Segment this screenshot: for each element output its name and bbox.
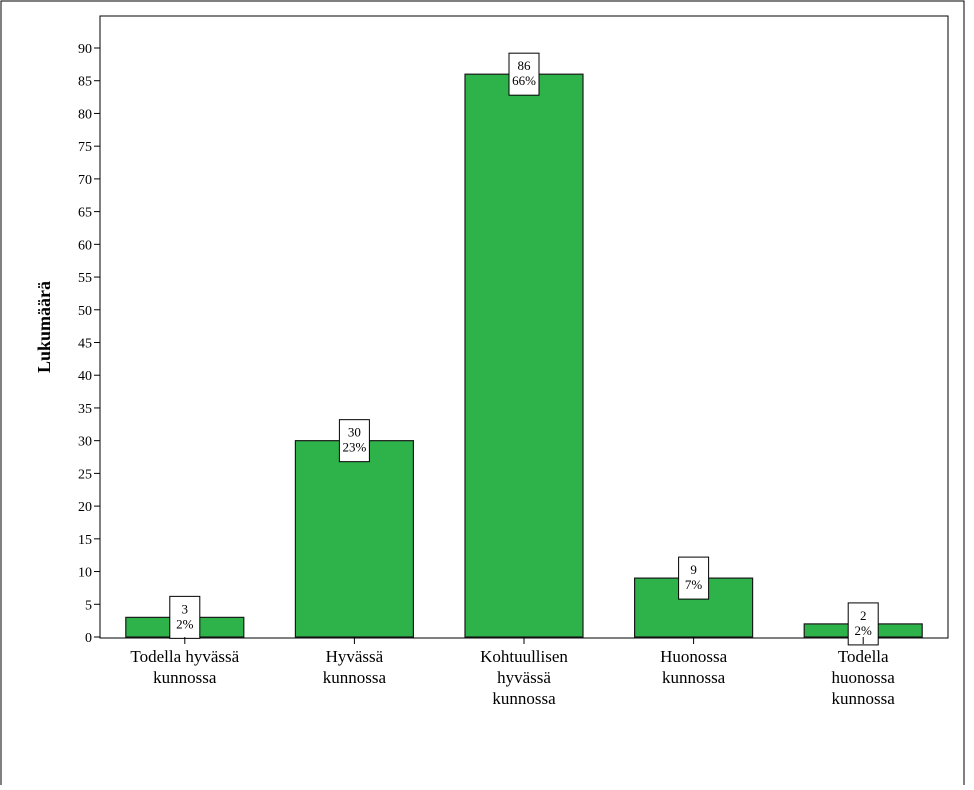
y-tick-label: 20	[78, 500, 92, 515]
y-tick-label: 25	[78, 467, 92, 482]
y-tick-label: 45	[78, 337, 92, 352]
y-tick-label: 70	[78, 173, 92, 188]
x-category-label-line: Kohtuullisen	[480, 647, 568, 666]
x-category-label-line: kunnossa	[323, 668, 387, 687]
y-tick-label: 55	[78, 271, 92, 286]
data-label-count: 3	[182, 601, 189, 616]
x-category-label-line: hyvässä	[497, 668, 551, 687]
data-label-box	[169, 595, 201, 639]
y-tick-label: 0	[85, 631, 92, 646]
y-tick-label: 40	[78, 369, 92, 384]
x-category-label-line: kunnossa	[832, 689, 896, 708]
y-tick-label: 85	[78, 75, 92, 90]
y-tick-label: 60	[78, 238, 92, 253]
y-tick-label: 80	[78, 107, 92, 122]
y-tick-label: 50	[78, 304, 92, 319]
data-label-count: 30	[348, 425, 361, 440]
data-label-box	[678, 556, 710, 600]
data-label-percent: 7%	[685, 577, 703, 592]
bar	[294, 440, 414, 638]
data-label-percent: 66%	[512, 73, 536, 88]
data-label-box	[508, 52, 540, 96]
x-category-label: Kohtuullisen hyvässä kunnossa	[480, 647, 568, 708]
y-axis-title: Lukumäärä	[34, 281, 54, 373]
y-tick-label: 15	[78, 533, 92, 548]
data-label-percent: 2%	[855, 623, 873, 638]
x-category-label-line: Hyvässä	[326, 647, 384, 666]
data-label-percent: 23%	[342, 440, 366, 455]
x-category-label-line: Todella	[838, 647, 889, 666]
data-label-percent: 2%	[176, 616, 194, 631]
x-category-label-line: kunnossa	[153, 668, 217, 687]
y-tick-label: 30	[78, 435, 92, 450]
x-category-label: Todella huonossa kunnossa	[832, 647, 896, 708]
x-category-label-line: Todella hyvässä	[130, 647, 239, 666]
x-category-label: Huonossa kunnossa	[660, 647, 728, 687]
x-category-label-line: Huonossa	[660, 647, 728, 666]
y-tick-label: 35	[78, 402, 92, 417]
y-tick-label: 90	[78, 42, 92, 57]
data-label-count: 2	[860, 608, 867, 623]
data-label-count: 9	[690, 562, 697, 577]
x-category-label: Todella hyvässä kunnossa	[130, 647, 239, 687]
y-tick-label: 5	[85, 598, 92, 613]
x-category-label-line: kunnossa	[662, 668, 726, 687]
x-category-label-line: kunnossa	[492, 689, 556, 708]
y-tick-label: 65	[78, 206, 92, 221]
bar	[464, 73, 584, 638]
x-category-label-line: huonossa	[832, 668, 896, 687]
data-label-count: 86	[518, 58, 532, 73]
x-category-label: Hyvässä kunnossa	[323, 647, 387, 687]
y-tick-label: 10	[78, 566, 92, 581]
y-axis: 0 5 10 15 20 25 30 35 40 45 50 55 60 65 70 75 80 85 90	[78, 42, 100, 646]
data-label-box	[338, 419, 370, 463]
y-tick-label: 75	[78, 140, 92, 155]
